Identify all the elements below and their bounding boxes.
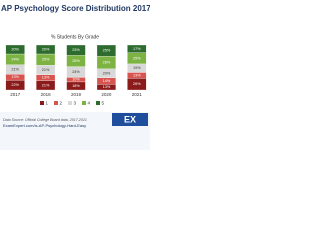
value-label: 19% — [133, 66, 141, 70]
logo: EX — [124, 114, 136, 124]
value-label: 14% — [103, 79, 111, 83]
value-label: 25% — [72, 59, 80, 63]
value-label: 13% — [11, 75, 19, 79]
legend-label: 2 — [60, 100, 63, 105]
x-tick-label: 2019 — [71, 92, 82, 97]
chart: AP Psychology Score Distribution 2017 - … — [0, 0, 150, 150]
value-label: 13% — [133, 73, 141, 77]
legend-label: 4 — [88, 100, 91, 105]
x-tick-label: 2018 — [41, 92, 52, 97]
logo-box — [112, 113, 148, 126]
value-label: 18% — [72, 84, 80, 88]
chart-title: AP Psychology Score Distribution 2017 - … — [1, 4, 150, 13]
value-label: 25% — [42, 58, 50, 62]
value-label: 20% — [103, 71, 111, 75]
value-label: 20% — [42, 48, 50, 52]
value-label: 26% — [133, 82, 141, 86]
value-label: 20% — [11, 48, 19, 52]
value-label: 28% — [103, 61, 111, 65]
legend-swatch — [82, 101, 86, 105]
value-label: 24% — [11, 57, 19, 61]
value-label: 23% — [72, 48, 80, 52]
bar-segment — [96, 44, 116, 57]
source-note: Data Source: Official College Board data… — [3, 118, 87, 122]
value-label: 25% — [133, 56, 141, 60]
legend-swatch — [54, 101, 58, 105]
legend-swatch — [96, 101, 100, 105]
x-tick-label: 2020 — [101, 92, 112, 97]
legend-label: 1 — [46, 100, 49, 105]
value-label: 13% — [42, 76, 50, 80]
bar-segment — [66, 44, 86, 56]
x-tick-label: 2017 — [10, 92, 21, 97]
value-label: 21% — [42, 68, 50, 72]
legend-swatch — [68, 101, 72, 105]
bar-segment — [127, 44, 147, 53]
bar-segment — [36, 44, 56, 55]
value-label: 25% — [103, 49, 111, 53]
value-label: 10% — [72, 78, 80, 82]
value-label: 13% — [103, 85, 111, 89]
bar-segment — [5, 44, 25, 55]
value-label: 24% — [72, 70, 80, 74]
value-label: 21% — [11, 68, 19, 72]
chart-subtitle: % Students By Grade — [51, 34, 99, 40]
legend-swatch — [40, 101, 44, 105]
legend-label: 3 — [74, 100, 77, 105]
legend-label: 5 — [102, 100, 105, 105]
x-tick-label: 2021 — [132, 92, 143, 97]
value-label: 22% — [11, 83, 19, 87]
value-label: 17% — [133, 47, 141, 51]
url-note: ExamExpert.com/is-AP-Psychology-Hard-Eas… — [3, 123, 86, 128]
value-label: 21% — [42, 83, 50, 87]
